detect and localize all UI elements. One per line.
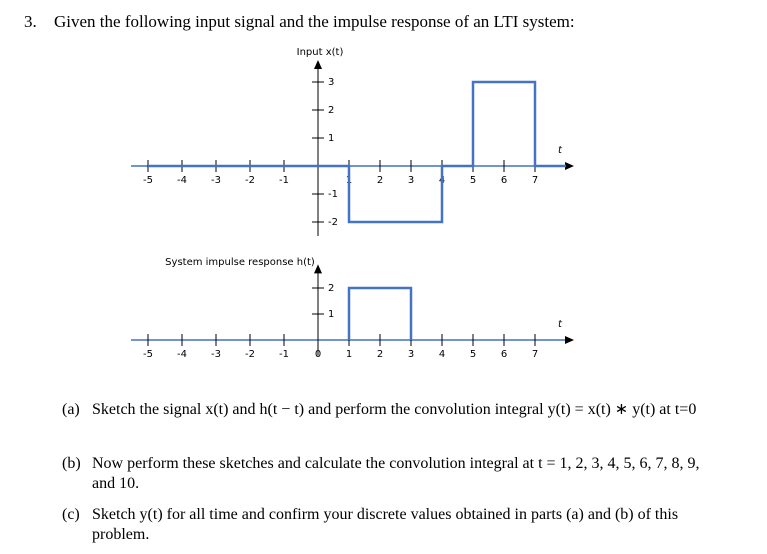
chart-title: System impulse response h(t) bbox=[165, 257, 315, 268]
x-tick-label: 4 bbox=[439, 349, 445, 360]
signal-line bbox=[148, 80, 566, 224]
x-tick-label: -1 bbox=[279, 175, 289, 186]
y-tick-label: 3 bbox=[328, 77, 334, 88]
question-number: 3. bbox=[24, 12, 37, 31]
x-tick-label: 0 bbox=[315, 349, 321, 360]
x-axis-arrow bbox=[565, 162, 574, 170]
x-tick-label: 3 bbox=[408, 349, 414, 360]
question-c: (c) Sketch y(t) for all time and confirm … bbox=[62, 505, 722, 545]
question-text: Given the following input signal and the… bbox=[54, 12, 575, 31]
question-a: (a) Sketch the signal x(t) and h(t − t) a… bbox=[62, 400, 722, 420]
question-b: (b) Now perform these sketches and calcul… bbox=[62, 454, 722, 494]
x-tick-label: 6 bbox=[501, 175, 507, 186]
y-tick-label: 2 bbox=[328, 283, 334, 294]
y-tick-label: -2 bbox=[328, 217, 338, 228]
x-tick-label: 6 bbox=[501, 349, 507, 360]
y-axis-arrow bbox=[314, 60, 322, 69]
x-tick-label: 1 bbox=[346, 349, 352, 360]
x-tick-label: -1 bbox=[279, 349, 289, 360]
x-tick-label: 3 bbox=[408, 175, 414, 186]
x-tick-label: -5 bbox=[143, 349, 153, 360]
x-tick-label: 7 bbox=[532, 175, 538, 186]
x-axis-label: t bbox=[558, 145, 563, 156]
signal-line bbox=[347, 286, 413, 340]
y-tick-label: 1 bbox=[328, 133, 334, 144]
x-axis-arrow bbox=[565, 336, 574, 344]
x-tick-label: 5 bbox=[470, 349, 476, 360]
question-label: (c) bbox=[62, 506, 80, 523]
question-body: Now perform these sketches and calculate… bbox=[92, 455, 700, 492]
x-tick-label: -4 bbox=[177, 175, 187, 186]
question-body: Sketch the signal x(t) and h(t − t) and … bbox=[92, 401, 697, 418]
x-tick-label: -5 bbox=[143, 175, 153, 186]
question-label: (a) bbox=[62, 401, 80, 418]
y-tick-label: 1 bbox=[328, 309, 334, 320]
question-header: 3. Given the following input signal and t… bbox=[24, 12, 575, 32]
question-body: Sketch y(t) for all time and confirm you… bbox=[92, 506, 679, 543]
x-tick-label: -3 bbox=[211, 175, 221, 186]
x-axis-label: t bbox=[558, 319, 563, 330]
x-tick-label: 7 bbox=[532, 349, 538, 360]
y-tick-label: 2 bbox=[328, 105, 334, 116]
x-tick-label: -3 bbox=[211, 349, 221, 360]
x-tick-label: -2 bbox=[245, 175, 255, 186]
x-tick-label: 2 bbox=[377, 175, 383, 186]
x-tick-label: 5 bbox=[470, 175, 476, 186]
x-tick-label: 2 bbox=[377, 349, 383, 360]
y-axis-arrow bbox=[314, 264, 322, 274]
x-tick-label: -2 bbox=[245, 349, 255, 360]
y-tick-label: -1 bbox=[328, 189, 338, 200]
question-label: (b) bbox=[62, 455, 81, 472]
x-tick-label: -4 bbox=[177, 349, 187, 360]
chart-title: Input x(t) bbox=[297, 47, 344, 58]
